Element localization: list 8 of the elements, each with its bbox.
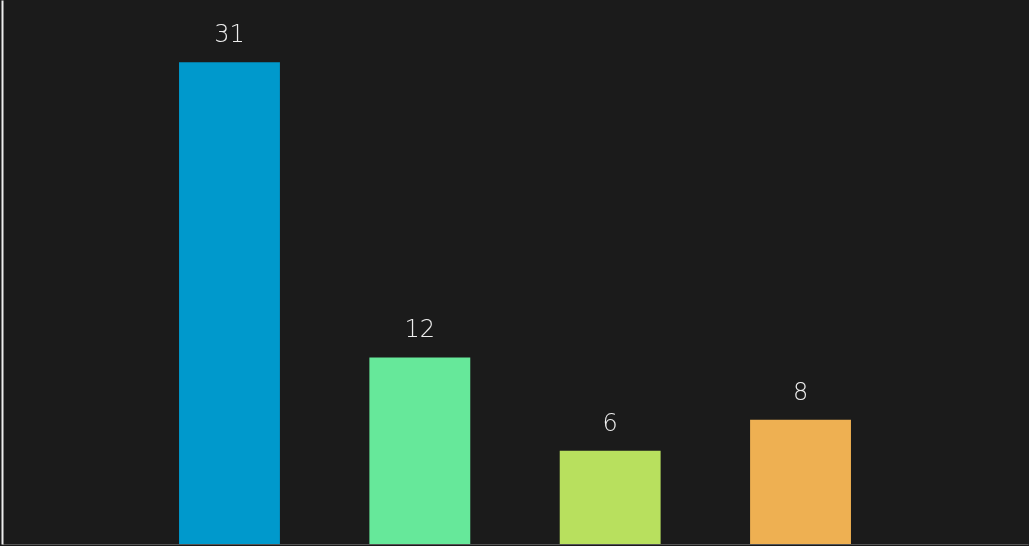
bar <box>179 62 280 544</box>
bar <box>750 419 851 544</box>
bar <box>369 357 471 544</box>
bar <box>559 450 661 544</box>
data-label: 8 <box>792 377 809 406</box>
data-label: 31 <box>214 20 245 49</box>
data-label: 12 <box>404 315 436 344</box>
data-label: 6 <box>602 408 618 437</box>
